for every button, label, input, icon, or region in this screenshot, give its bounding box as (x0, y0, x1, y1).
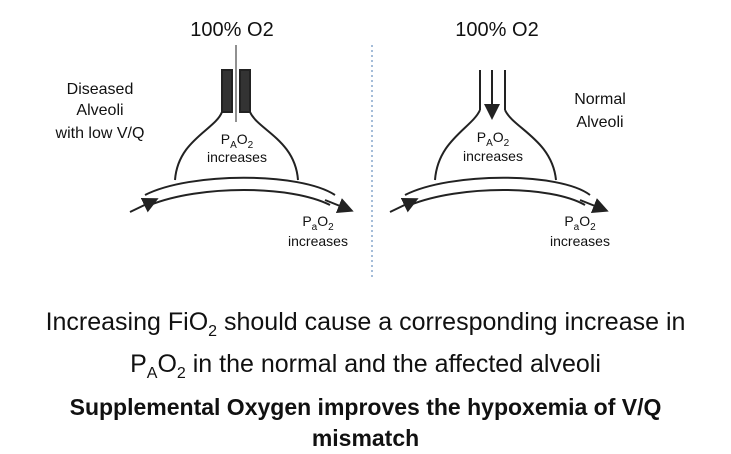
symbol: O (579, 213, 590, 229)
tube-wall (239, 69, 251, 113)
alveolar-change: increases (463, 148, 523, 164)
symbol: P (564, 213, 573, 229)
alveolus (174, 111, 299, 181)
arterial-change: increases (288, 233, 348, 249)
caption-text: should cause a corresponding increase in (224, 308, 686, 336)
alveolar-po2: PAO2 (221, 131, 254, 151)
tube-wall (479, 70, 506, 110)
gas-label: 100% O2 (190, 19, 273, 41)
flow-arrow (579, 198, 609, 213)
symbol: P (302, 213, 311, 229)
side-label: Diseased (67, 81, 134, 98)
subscript: A (230, 140, 237, 151)
subscript: A (146, 365, 158, 382)
caption-line: PAO2 in the normal and the affected alve… (0, 348, 731, 390)
left-panel (129, 45, 354, 213)
subscript: 2 (328, 222, 334, 233)
flow-arrow (324, 198, 354, 213)
alveolar-po2: PAO2 (477, 129, 510, 149)
capillary (404, 176, 591, 206)
caption-text: Increasing FiO (45, 308, 209, 336)
arterial-po2: PaO2 (564, 213, 596, 233)
alveolus (434, 109, 557, 181)
conclusion: Supplemental Oxygen improves the hypoxem… (69, 394, 662, 451)
subscript: a (574, 222, 580, 233)
tube-wall (221, 69, 233, 113)
subscript: A (486, 138, 493, 149)
symbol: P (221, 131, 230, 147)
alveolar-change: increases (207, 149, 267, 165)
right-panel (389, 70, 609, 213)
symbol: O (237, 131, 248, 147)
caption-text: O (157, 350, 177, 378)
symbol: P (477, 129, 486, 145)
side-label: Alveoli (576, 114, 623, 131)
side-label: Normal (574, 91, 626, 108)
caption: Increasing FiO2 should cause a correspon… (0, 306, 731, 454)
caption-text: P (130, 350, 147, 378)
subscript: a (312, 222, 318, 233)
side-label: with low V/Q (55, 125, 145, 142)
symbol: O (493, 129, 504, 145)
caption-text: in the normal and the affected alveoli (192, 350, 601, 378)
capillary (144, 176, 336, 206)
subscript: 2 (176, 365, 186, 382)
subscript: 2 (590, 222, 596, 233)
arterial-po2: PaO2 (302, 213, 334, 233)
symbol: O (317, 213, 328, 229)
flow-arrow (129, 197, 159, 213)
subscript: 2 (208, 323, 218, 340)
side-label: Alveoli (76, 102, 123, 119)
diagram: 100% O2 100% O2 Diseased Alveoli with lo… (55, 19, 626, 278)
subscript: 2 (504, 138, 510, 149)
flow-arrow (389, 197, 419, 213)
gas-label: 100% O2 (455, 19, 538, 41)
subscript: 2 (248, 140, 254, 151)
caption-line: Increasing FiO2 should cause a correspon… (0, 306, 731, 348)
arterial-change: increases (550, 233, 610, 249)
